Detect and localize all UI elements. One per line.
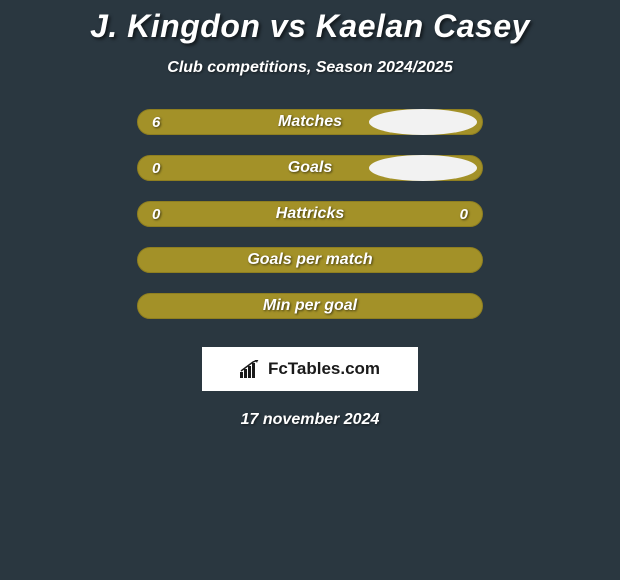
stat-bar: Min per goal (137, 293, 483, 319)
stat-bar: 0 Hattricks 0 (137, 201, 483, 227)
stat-value-left: 0 (152, 160, 170, 177)
page-title: J. Kingdon vs Kaelan Casey (90, 8, 530, 45)
stat-row: 0 Hattricks 0 (137, 201, 483, 227)
stat-value-left: 6 (152, 114, 170, 131)
stat-bar: Goals per match (137, 247, 483, 273)
comparison-card: J. Kingdon vs Kaelan Casey Club competit… (0, 0, 620, 429)
stat-label: Hattricks (276, 205, 344, 223)
player-right-marker (369, 109, 477, 135)
stat-label: Goals per match (247, 251, 372, 269)
stats-list: 6Matches60Goals00Hattricks0Goals per mat… (137, 109, 483, 339)
stat-row: Min per goal (137, 293, 483, 319)
stat-label: Goals (288, 159, 332, 177)
stat-row: 6Matches6 (137, 109, 483, 135)
stat-label: Min per goal (263, 297, 357, 315)
player-right-marker (369, 155, 477, 181)
stat-value-right: 0 (450, 206, 468, 223)
page-subtitle: Club competitions, Season 2024/2025 (167, 59, 452, 77)
footer-date: 17 november 2024 (241, 411, 380, 429)
source-logo: FcTables.com (202, 347, 418, 391)
logo-text: FcTables.com (268, 359, 380, 379)
stat-label: Matches (278, 113, 342, 131)
bar-chart-icon (240, 360, 262, 378)
stat-row: Goals per match (137, 247, 483, 273)
stat-row: 0Goals0 (137, 155, 483, 181)
stat-value-left: 0 (152, 206, 170, 223)
